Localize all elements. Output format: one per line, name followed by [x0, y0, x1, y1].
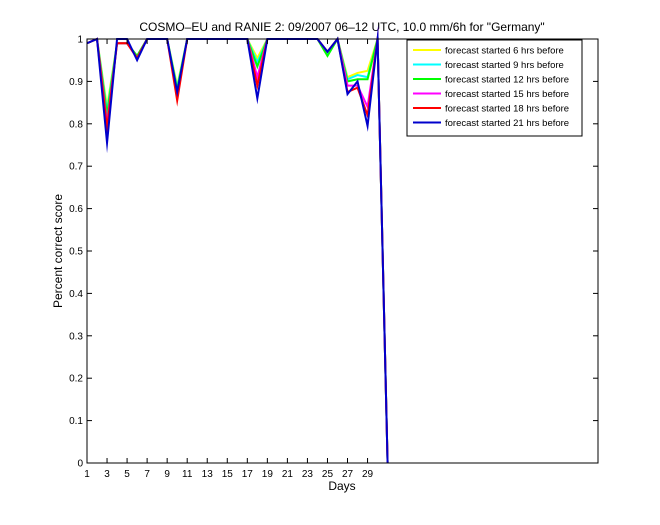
- x-tick-label: 25: [322, 469, 334, 480]
- y-tick-label: 0: [77, 459, 83, 470]
- y-tick-label: 0.3: [69, 331, 83, 342]
- x-tick-label: 21: [282, 469, 294, 480]
- y-tick-label: 0.9: [69, 77, 83, 88]
- x-tick-label: 9: [164, 469, 170, 480]
- x-tick-label: 15: [222, 469, 234, 480]
- chart-title: COSMO–EU and RANIE 2: 09/2007 06–12 UTC,…: [139, 20, 544, 34]
- y-tick-label: 0.4: [69, 289, 83, 300]
- x-tick-label: 7: [144, 469, 150, 480]
- y-axis-label: Percent correct score: [51, 194, 65, 308]
- y-tick-label: 0.6: [69, 204, 83, 215]
- x-tick-label: 27: [342, 469, 354, 480]
- y-tick-label: 0.5: [69, 247, 83, 258]
- legend-label-6: forecast started 21 hrs before: [445, 118, 569, 129]
- x-tick-label: 3: [104, 469, 110, 480]
- y-tick-label: 1: [77, 35, 83, 46]
- legend-label-4: forecast started 15 hrs before: [445, 89, 569, 100]
- x-tick-label: 13: [202, 469, 214, 480]
- legend: forecast started 6 hrs before forecast st…: [406, 39, 583, 137]
- y-tick-label: 0.8: [69, 119, 83, 130]
- legend-label-1: forecast started 6 hrs before: [445, 46, 564, 57]
- x-tick-label: 11: [182, 469, 193, 480]
- y-tick-label: 0.2: [69, 374, 83, 385]
- x-tick-label: 5: [124, 469, 130, 480]
- x-tick-label: 19: [262, 469, 274, 480]
- x-tick-label: 17: [242, 469, 254, 480]
- x-tick-label: 29: [362, 469, 374, 480]
- y-tick-label: 0.1: [69, 416, 83, 427]
- x-tick-label: 23: [302, 469, 314, 480]
- legend-label-3: forecast started 12 hrs before: [445, 75, 569, 86]
- legend-label-2: forecast started 9 hrs before: [445, 60, 564, 71]
- x-tick-label: 1: [84, 469, 90, 480]
- legend-label-5: forecast started 18 hrs before: [445, 104, 569, 115]
- axes: 1 3 5 7 9 11 13 15 17 19 21 23 25 27 2900.10.20.30.40.…: [69, 35, 599, 480]
- x-axis-label: Days: [328, 479, 355, 493]
- legend-box: [406, 39, 583, 137]
- y-tick-label: 0.7: [69, 162, 83, 173]
